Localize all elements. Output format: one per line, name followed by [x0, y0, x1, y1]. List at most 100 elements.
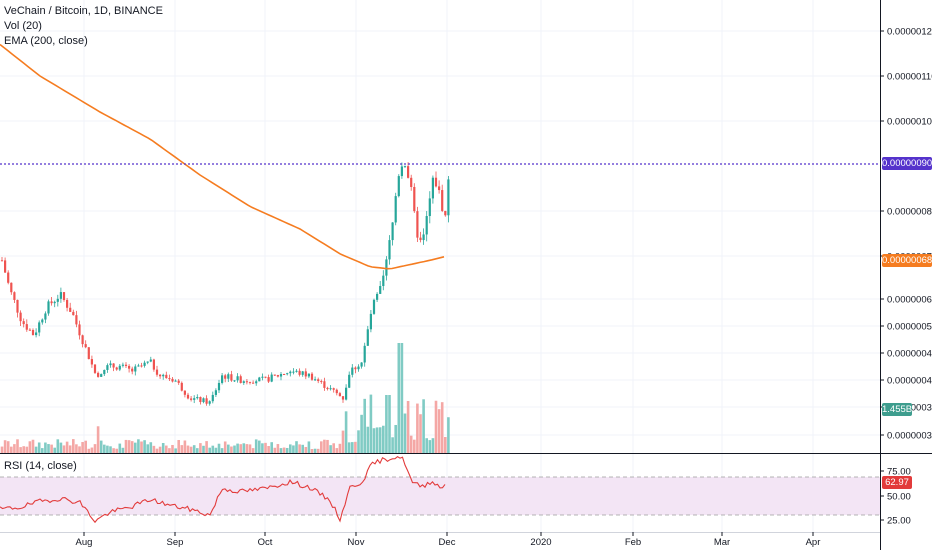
volume-bar: [363, 398, 366, 453]
price-tick-label: 0.00000054: [887, 322, 932, 333]
volume-bar: [180, 445, 184, 453]
candle-body: [28, 329, 31, 331]
candle-body: [345, 387, 348, 400]
volume-indicator-label[interactable]: Vol (20): [4, 20, 42, 32]
volume-bar: [431, 438, 435, 453]
candle-body: [202, 398, 205, 403]
volume-bar: [37, 442, 41, 453]
candle-body: [59, 292, 62, 299]
volume-bar: [174, 448, 177, 453]
candle-body: [50, 301, 53, 304]
volume-bar: [447, 417, 450, 453]
candle-body: [97, 372, 100, 377]
candle-body: [248, 381, 252, 383]
price-tick-label: 0.00000042: [887, 376, 932, 387]
volume-bar: [354, 441, 357, 453]
rsi-band: [0, 477, 880, 515]
candle-body: [307, 373, 310, 377]
candle-body: [230, 374, 233, 381]
volume-bar: [127, 440, 131, 453]
price-pane[interactable]: [0, 0, 880, 453]
candle-body: [376, 293, 379, 300]
candle-body: [128, 365, 131, 369]
candle-body: [10, 282, 13, 293]
volume-bar: [196, 448, 199, 453]
candle-body: [0, 260, 4, 262]
candle-body: [159, 374, 162, 377]
symbol-title[interactable]: VeChain / Bitcoin, 1D, BINANCE: [4, 5, 163, 17]
volume-bar: [171, 444, 174, 453]
ema-indicator-label[interactable]: EMA (200, close): [4, 35, 88, 47]
time-tick-label: Mar: [714, 537, 730, 548]
volume-bar: [72, 439, 75, 453]
candle-body: [121, 364, 124, 366]
time-axis[interactable]: Aug Sep Oct Nov Dec 2020 Feb Mar Apr: [76, 532, 821, 548]
volume-bar: [357, 430, 360, 453]
candles: [0, 162, 450, 406]
candle-body: [180, 382, 183, 391]
volume-bar: [276, 444, 280, 453]
candle-body: [124, 364, 128, 366]
candle-body: [78, 324, 81, 336]
candle-body: [75, 315, 78, 325]
candle-body: [286, 373, 289, 375]
volume-bar: [230, 446, 233, 453]
candle-body: [403, 166, 407, 168]
candle-body: [283, 374, 286, 376]
rsi-indicator-label[interactable]: RSI (14, close): [4, 460, 77, 472]
rsi-axis[interactable]: 75.00 50.00 25.00: [880, 467, 911, 527]
volume-bar: [53, 447, 56, 453]
candle-body: [360, 362, 363, 367]
volume-bar: [205, 441, 208, 453]
volume-bar: [16, 439, 19, 453]
volume-bar: [422, 399, 425, 453]
volume-bar: [279, 448, 283, 453]
candle-body: [224, 375, 227, 379]
candle-body: [13, 292, 16, 300]
volume-bar: [310, 448, 314, 453]
rsi-value-badge: 62.97: [882, 476, 912, 489]
candle-body: [140, 365, 143, 367]
volume-bar: [208, 447, 211, 453]
volume-bar: [109, 446, 112, 453]
volume-bar: [214, 447, 218, 453]
candle-body: [369, 313, 372, 330]
candle-body: [115, 367, 118, 370]
volume-bar: [273, 447, 277, 453]
time-tick-label: Apr: [806, 537, 821, 548]
rsi-tick-label: 50.00: [887, 492, 911, 503]
candle-body: [341, 396, 345, 400]
candle-body: [425, 216, 428, 235]
candle-body: [69, 307, 72, 312]
candle-body: [357, 366, 360, 370]
candle-body: [407, 166, 410, 178]
candle-body: [152, 359, 155, 370]
candle-body: [44, 313, 47, 320]
candle-body: [410, 177, 413, 187]
volume-bar: [440, 402, 444, 453]
candle-body: [317, 379, 320, 382]
volume-bar: [394, 424, 397, 453]
candle-body: [391, 222, 394, 241]
volume-bar: [375, 427, 379, 453]
price-tick-label: 0.00000048: [887, 349, 932, 360]
volume-bar: [161, 443, 165, 453]
time-tick-label: Aug: [76, 537, 93, 548]
candle-body: [211, 394, 214, 402]
candle-body: [205, 398, 208, 404]
volume-bar: [152, 445, 156, 453]
candle-body: [137, 365, 140, 367]
volume-bar: [165, 445, 168, 453]
volume-bar: [301, 444, 304, 453]
volume-bar: [50, 444, 53, 453]
candle-body: [221, 375, 224, 383]
volume-bar: [326, 439, 329, 453]
volume-bar: [47, 444, 50, 453]
candle-body: [174, 380, 177, 382]
volume-bar: [227, 444, 230, 453]
candle-body: [171, 378, 174, 382]
